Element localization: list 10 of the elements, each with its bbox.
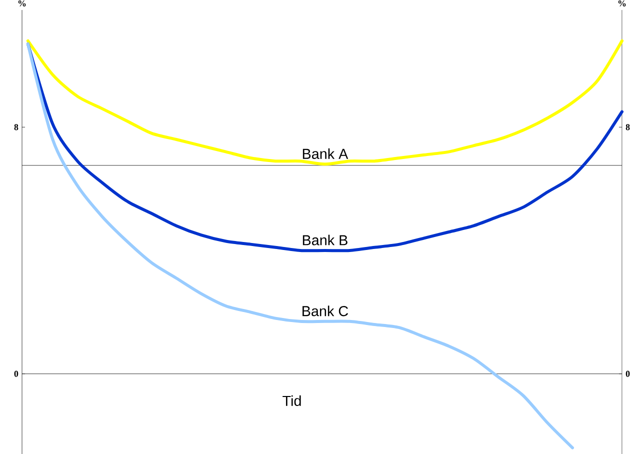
series-label: Bank A [302,148,348,159]
series-label: Bank B [302,234,348,246]
y2-axis-title: % [618,0,626,6]
series-label: Bank C [302,306,348,316]
x-axis-title: Tid [282,395,301,406]
line-series [26,42,574,450]
y2-tick-label: 0 [626,370,630,377]
y-axis-title: % [18,0,26,6]
line-series [26,39,624,166]
y2-tick-label: 8 [626,124,630,130]
